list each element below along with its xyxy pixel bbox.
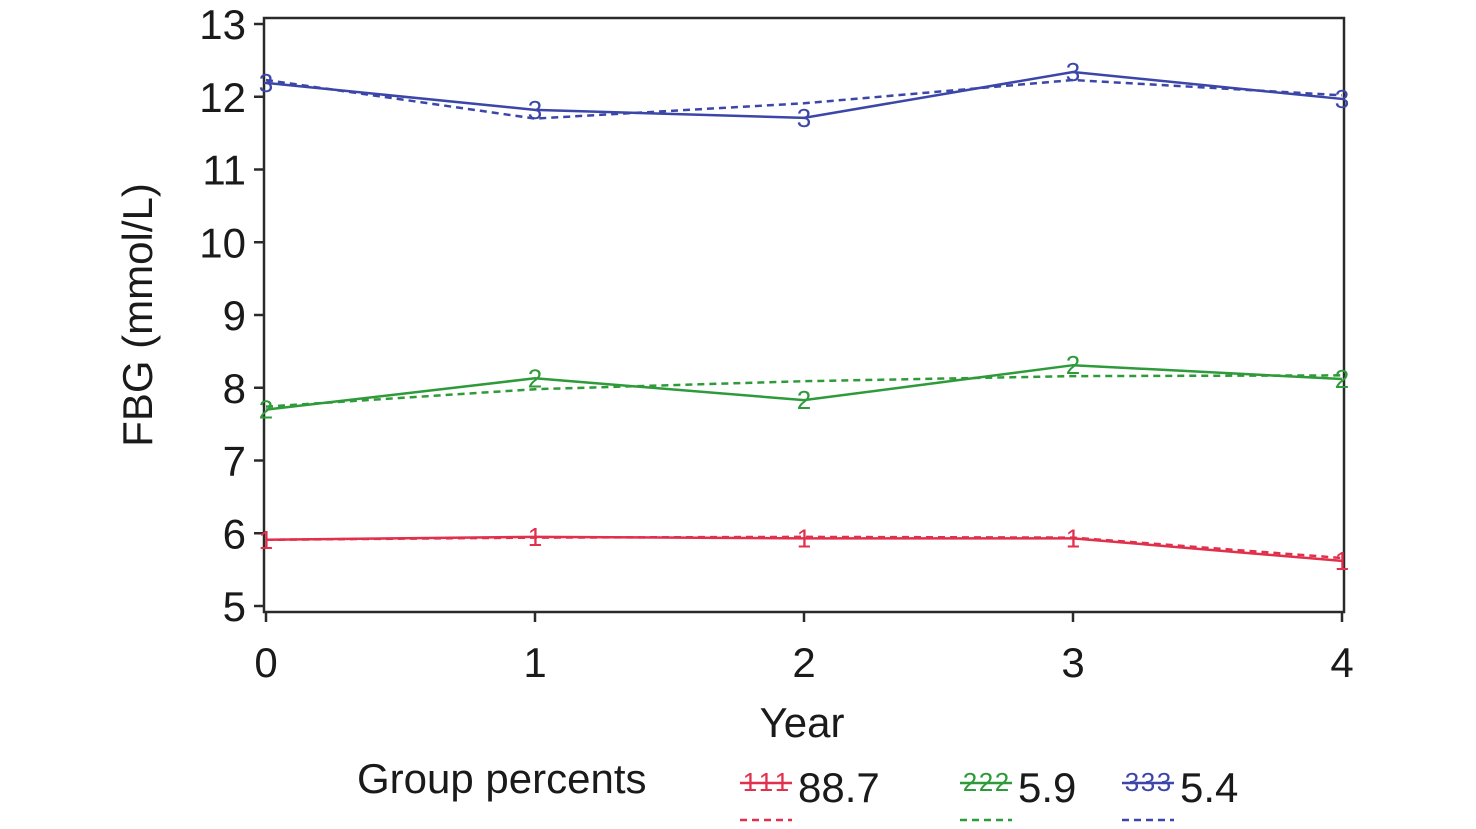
- y-tick-label: 12: [199, 74, 246, 121]
- y-tick-label: 5: [223, 583, 246, 630]
- series-3: 3 3 3 3 3: [259, 57, 1349, 133]
- y-tick-label: 13: [199, 1, 246, 48]
- legend-marker: 1: [775, 767, 789, 797]
- y-tick-label: 7: [223, 438, 246, 485]
- data-point-marker: 2: [528, 363, 542, 393]
- legend-item-2: 2 2 2 5.9: [960, 764, 1076, 822]
- legend-marker: 3: [1125, 767, 1139, 797]
- legend-marker: 2: [963, 767, 977, 797]
- observed-line: [265, 363, 1343, 411]
- x-tick-label: 1: [523, 639, 546, 686]
- legend-marker: 2: [979, 767, 993, 797]
- legend-item-3: 3 3 3 5.4: [1122, 764, 1238, 822]
- data-point-marker: 3: [1335, 84, 1349, 114]
- data-point-marker: 2: [797, 385, 811, 415]
- x-tick-label: 3: [1061, 639, 1084, 686]
- legend-title: Group percents: [357, 755, 647, 802]
- legend-label: 5.4: [1180, 764, 1238, 811]
- x-axis-label: Year: [760, 699, 845, 746]
- legend: 1 1 1 88.7 2 2 2 5.9 3 3 3 5.4: [740, 764, 1238, 822]
- observed-line: [265, 535, 1343, 563]
- series-1: 1 1 1 1 1: [259, 522, 1349, 576]
- data-point-marker: 3: [259, 68, 273, 98]
- data-point-marker: 1: [797, 523, 811, 553]
- legend-marker: 2: [995, 767, 1009, 797]
- x-tick-label: 4: [1330, 639, 1353, 686]
- legend-label: 5.9: [1018, 764, 1076, 811]
- series-layer: 1 1 1 1 1 2 2 2 2 2 3 3 3 3 3: [259, 57, 1349, 576]
- y-tick-label: 8: [223, 365, 246, 412]
- y-tick-label: 10: [199, 219, 246, 266]
- x-tick-label: 0: [254, 639, 277, 686]
- data-point-marker: 3: [528, 95, 542, 125]
- y-tick-label: 9: [223, 292, 246, 339]
- data-point-marker: 2: [1066, 350, 1080, 380]
- legend-marker: 3: [1141, 767, 1155, 797]
- data-point-marker: 1: [1335, 546, 1349, 576]
- data-point-marker: 2: [259, 395, 273, 425]
- legend-label: 88.7: [798, 764, 880, 811]
- x-axis: 0 1 2 3 4: [254, 612, 1354, 686]
- legend-item-1: 1 1 1 88.7: [740, 764, 880, 822]
- series-2: 2 2 2 2 2: [259, 350, 1349, 424]
- data-point-marker: 1: [1066, 523, 1080, 553]
- y-tick-label: 11: [202, 147, 246, 194]
- legend-marker: 3: [1157, 767, 1171, 797]
- data-point-marker: 3: [1066, 57, 1080, 87]
- y-axis-label: FBG (mmol/L): [114, 183, 161, 447]
- data-point-marker: 1: [259, 525, 273, 555]
- data-point-marker: 2: [1335, 364, 1349, 394]
- y-tick-label: 6: [223, 510, 246, 557]
- legend-marker: 1: [759, 767, 773, 797]
- y-axis: 5 6 7 8 9 10 11 12 13: [199, 1, 264, 630]
- estimated-line: [265, 78, 1343, 120]
- observed-line: [265, 70, 1343, 120]
- legend-marker: 1: [743, 767, 757, 797]
- x-tick-label: 2: [792, 639, 815, 686]
- data-point-marker: 3: [797, 103, 811, 133]
- data-point-marker: 1: [528, 522, 542, 552]
